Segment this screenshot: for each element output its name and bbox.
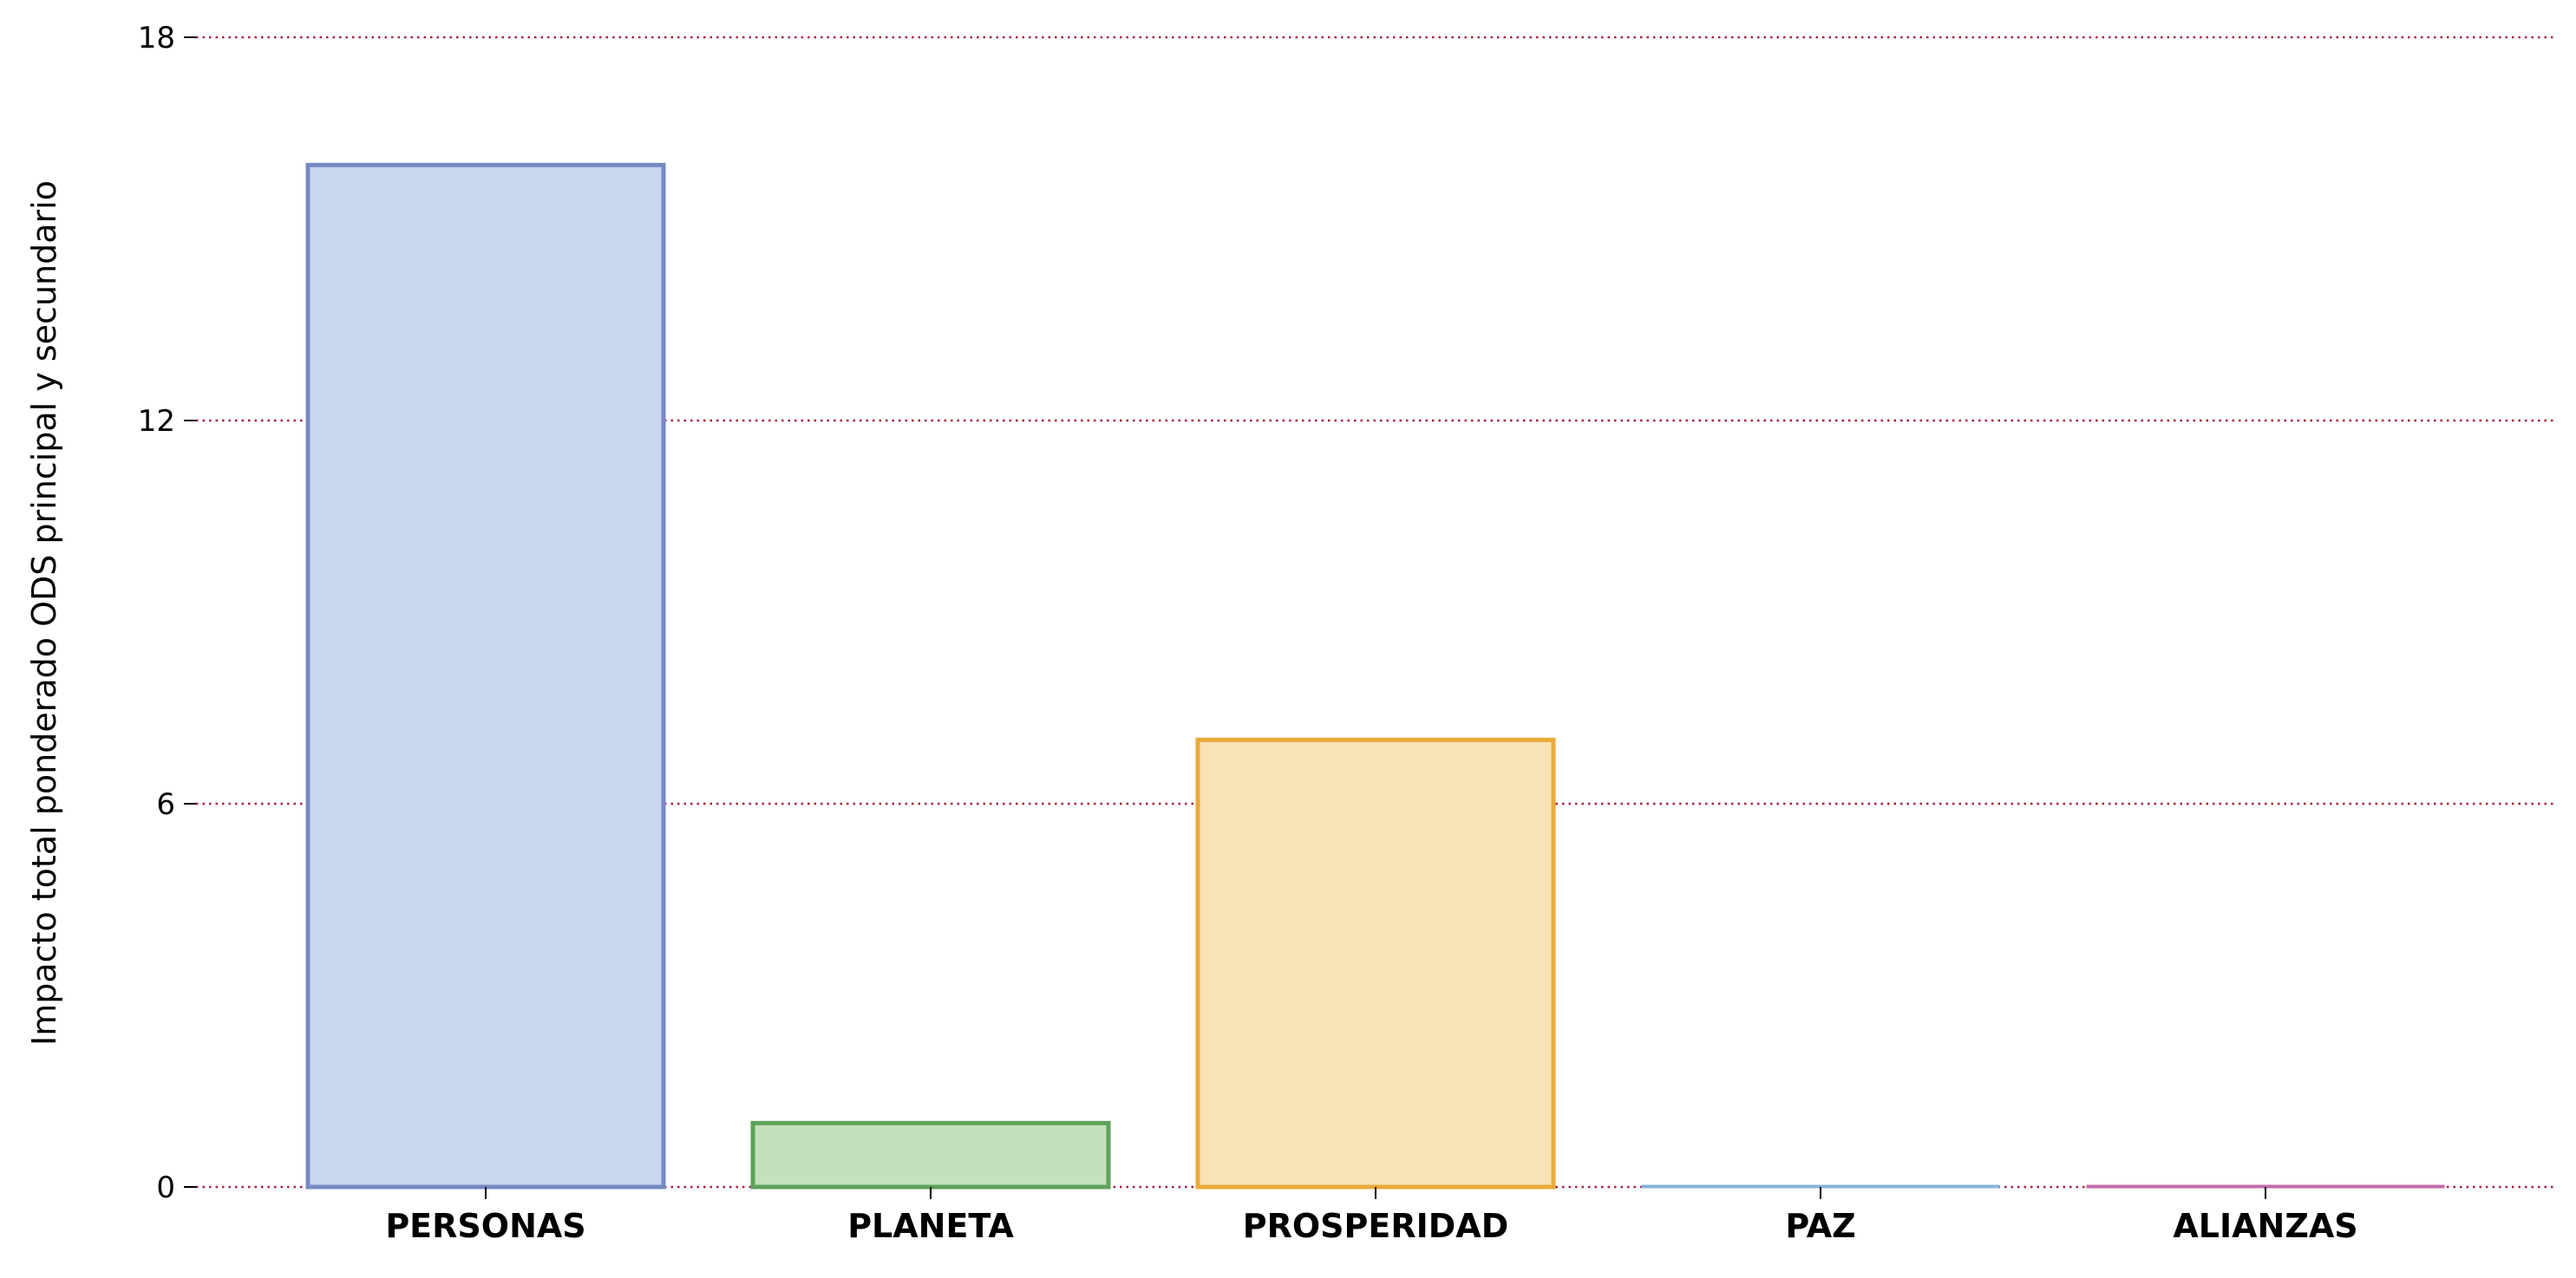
x-tick-label: PROSPERIDAD	[1243, 1207, 1509, 1245]
y-axis-title: Impacto total ponderado ODS principal y …	[25, 180, 63, 1046]
bar-planeta	[750, 1120, 1111, 1190]
x-tick-label: PAZ	[1785, 1207, 1855, 1245]
y-tick-label: 6	[156, 787, 175, 822]
x-tick-label: PERSONAS	[385, 1207, 585, 1245]
bar-alianzas	[2086, 1184, 2445, 1189]
bar-prosperidad	[1195, 737, 1556, 1190]
x-tick-label: PLANETA	[847, 1207, 1014, 1245]
bar-paz	[1641, 1184, 2000, 1189]
y-tick-label: 0	[156, 1170, 175, 1205]
y-tick-label: 12	[138, 404, 175, 439]
bars	[305, 162, 2445, 1190]
axes: 0 6 12 18 PERSONAS PLANETA PROSPERIDAD PAZ ALIAN…	[138, 21, 2358, 1245]
y-tick-label: 18	[138, 21, 175, 55]
bar-personas	[305, 162, 666, 1190]
x-tick-label: ALIANZAS	[2173, 1207, 2357, 1245]
